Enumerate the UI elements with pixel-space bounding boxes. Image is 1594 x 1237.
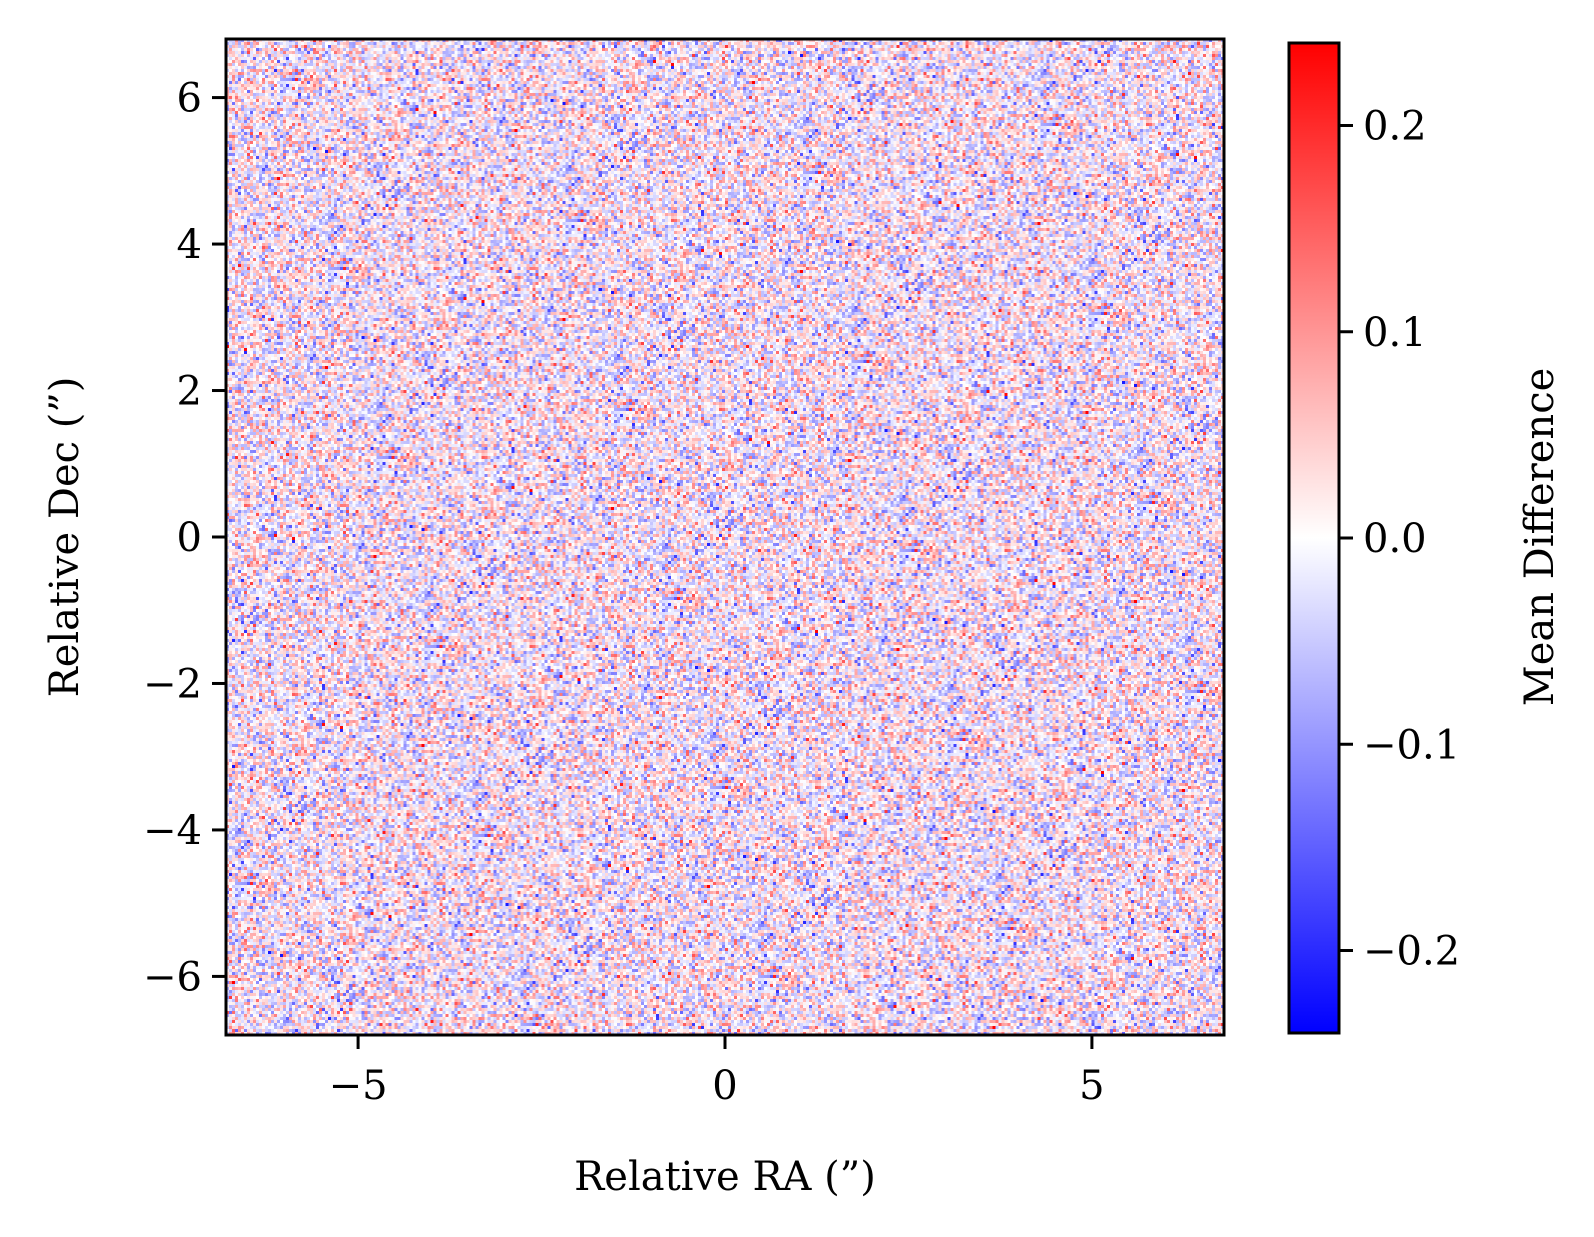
colorbar-tick-label: 0.0 bbox=[1363, 516, 1427, 562]
colorbar-ticks: −0.2 −0.1 0.0 0.1 0.2 bbox=[1339, 104, 1460, 975]
y-axis: −6 −4 −2 0 2 4 6 bbox=[143, 76, 226, 1000]
y-tick-label: −4 bbox=[143, 808, 202, 854]
x-axis: −5 0 5 bbox=[329, 1035, 1105, 1109]
y-axis-title: Relative Dec (”) bbox=[42, 377, 88, 698]
heatmap-plot-area bbox=[224, 37, 1226, 1037]
colorbar-tick-label: −0.2 bbox=[1363, 929, 1460, 975]
x-axis-title: Relative RA (”) bbox=[574, 1154, 876, 1200]
x-tick-label: 0 bbox=[712, 1063, 737, 1109]
y-tick-label: 6 bbox=[177, 76, 202, 122]
colorbar-tick-label: 0.2 bbox=[1363, 104, 1427, 150]
colorbar-tick-label: −0.1 bbox=[1363, 722, 1460, 768]
y-tick-label: −2 bbox=[143, 661, 202, 707]
colorbar-label: Mean Difference bbox=[1517, 368, 1563, 707]
heatmap-noise-field bbox=[226, 39, 1224, 1035]
colorbar: −0.2 −0.1 0.0 0.1 0.2 Mean Difference bbox=[1287, 41, 1563, 1035]
y-tick-label: 4 bbox=[177, 222, 202, 268]
colorbar-tick-label: 0.1 bbox=[1363, 310, 1427, 356]
y-tick-label: 2 bbox=[177, 369, 202, 415]
y-tick-label: 0 bbox=[177, 515, 202, 561]
x-tick-label: 5 bbox=[1079, 1063, 1104, 1109]
x-tick-label: −5 bbox=[329, 1063, 388, 1109]
colorbar-gradient bbox=[1289, 43, 1339, 1033]
y-tick-label: −6 bbox=[143, 954, 202, 1000]
